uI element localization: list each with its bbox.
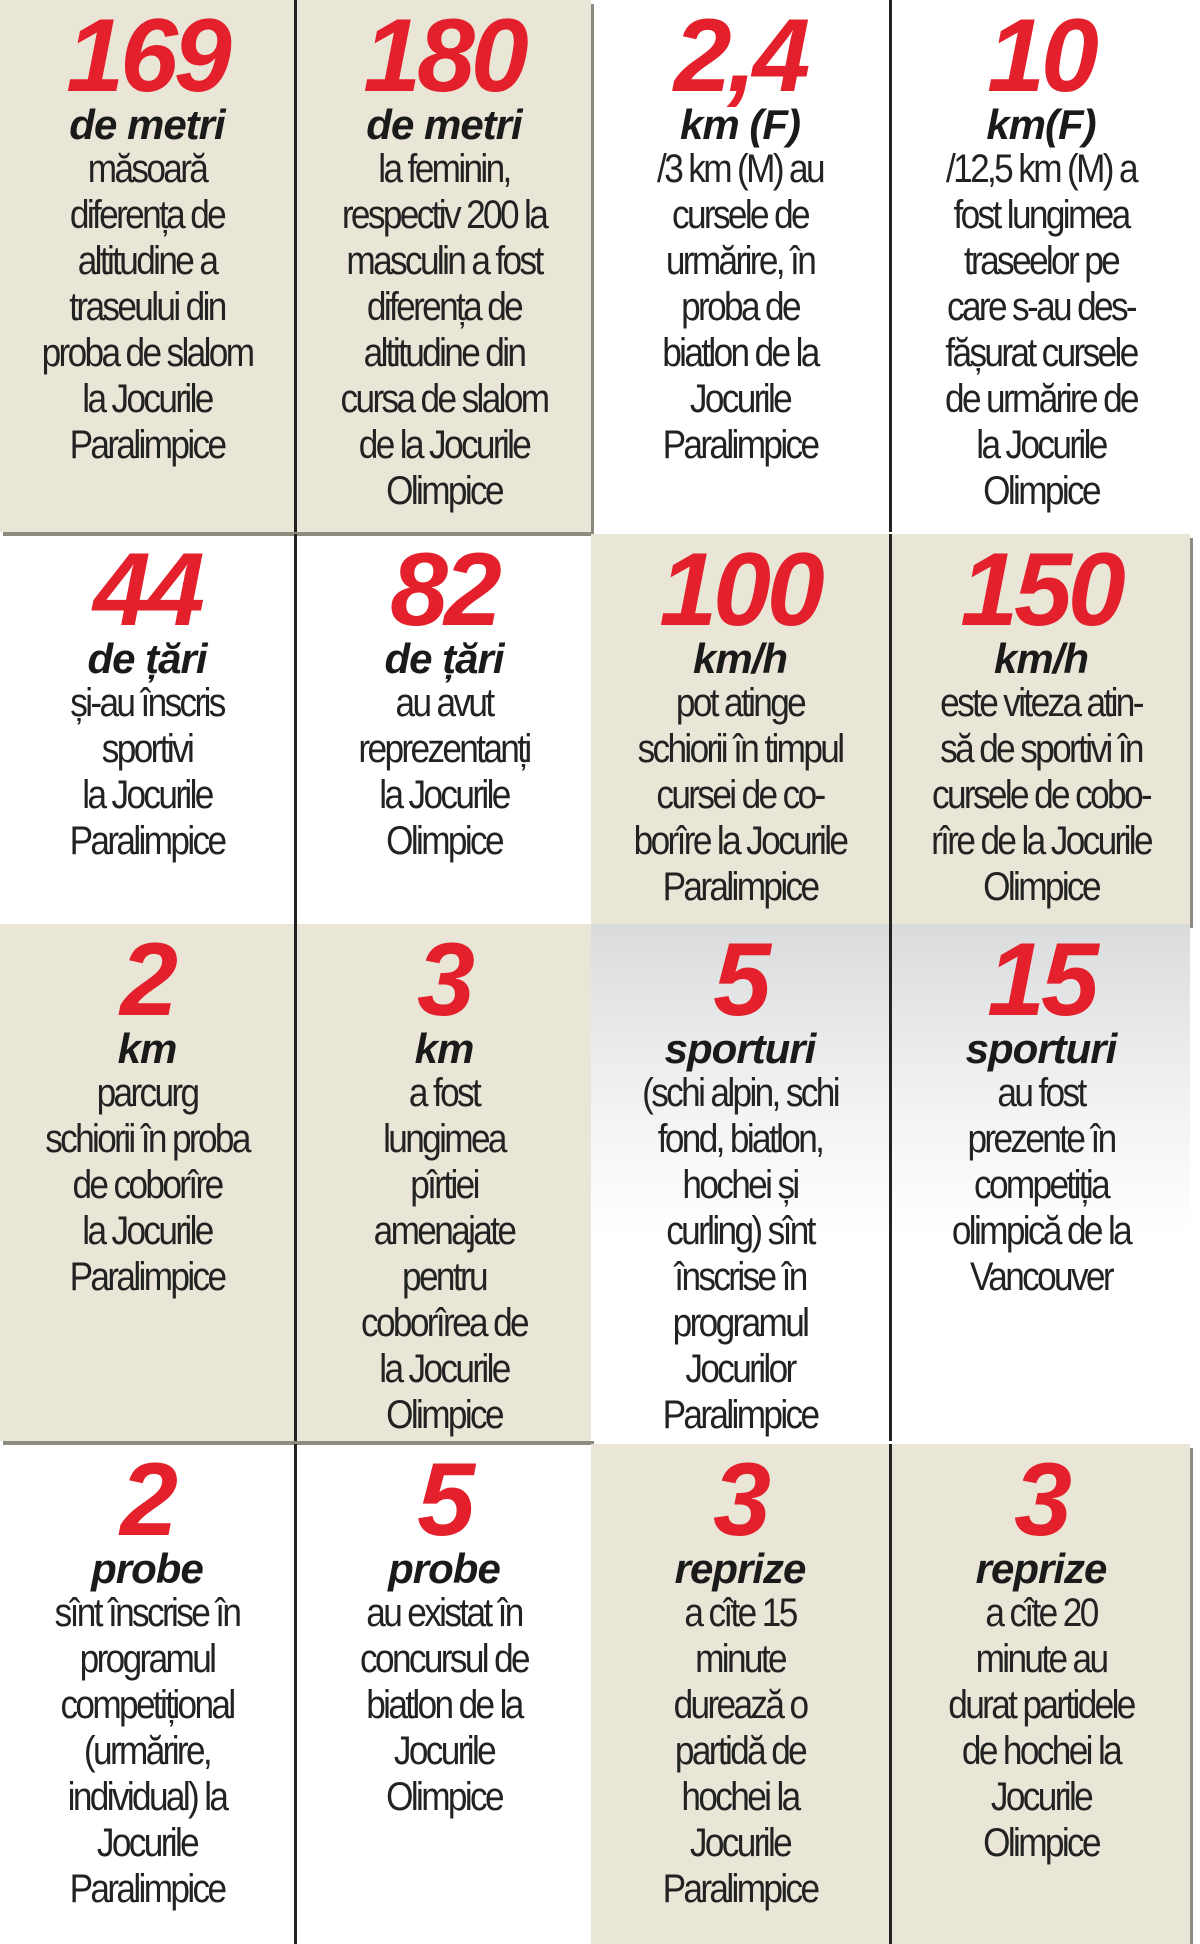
- stat-cell: 2 km parcurg schiorii în proba de coborîre…: [0, 924, 294, 1441]
- stat-unit: km/h: [692, 635, 788, 682]
- stat-number: 3: [1014, 1444, 1072, 1558]
- stats-row: 2 probe sînt înscrise în programul competi…: [0, 1444, 1190, 1944]
- stat-cell: 2,4 km (F)/3 km (M) au cursele de urmărir…: [591, 0, 889, 532]
- stat-description: la feminin, respectiv 200 la masculin a …: [340, 147, 551, 513]
- stat-number: 44: [93, 534, 205, 648]
- stats-panel: 100 km/h pot atinge schiorii în timpul cur…: [591, 534, 1190, 924]
- stat-number: 100: [659, 534, 825, 648]
- stat-cell: 3 km a fost lungimea pîrtiei amenajate pen…: [294, 924, 591, 1441]
- stat-description: /3 km (M) au cursele de urmărire, în pro…: [657, 147, 826, 467]
- stat-number: 10: [987, 0, 1099, 114]
- stat-unit: de metri: [69, 101, 225, 148]
- stat-number: 150: [960, 534, 1126, 648]
- stat-unit: km(F): [986, 101, 1096, 148]
- stat-unit: km: [117, 1025, 178, 1072]
- stat-cell: 180 de metri la feminin, respectiv 200 la …: [294, 0, 591, 532]
- stats-panel: 2 km parcurg schiorii în proba de coborîre…: [0, 924, 591, 1441]
- stats-panel: 2,4 km (F)/3 km (M) au cursele de urmărir…: [591, 0, 1190, 532]
- stat-cell: 2 probe sînt înscrise în programul competi…: [0, 1444, 294, 1944]
- stats-panel: 5 sporturi (schi alpin, schi fond, biatlon…: [591, 924, 1190, 1441]
- stat-cell: 5 sporturi (schi alpin, schi fond, biatlon…: [591, 924, 889, 1441]
- stat-description: au avut reprezentanți la Jocurile Olimpi…: [358, 681, 532, 863]
- stat-description: și-au înscris sportivi la Jocurile Paral…: [69, 681, 227, 863]
- stat-description: au existat în concursul de biatlon de la…: [360, 1591, 531, 1819]
- stat-unit: km (F): [680, 101, 801, 148]
- stat-number: 3: [713, 1444, 771, 1558]
- stat-cell: 3 reprize a cîte 15 minute durează o parti…: [591, 1444, 889, 1944]
- stats-panel: 44 de țări și-au înscris sportivi la Jocur…: [0, 534, 591, 924]
- stat-description: măsoară diferența de altitudine a traseu…: [41, 147, 255, 467]
- stat-description: a cîte 15 minute durează o partidă de ho…: [662, 1591, 820, 1911]
- stat-description: este viteza atin- să de sportivi în curs…: [931, 681, 1153, 909]
- stat-cell: 5 probe au existat în concursul de biatlon…: [294, 1444, 591, 1944]
- stat-unit: de țări: [384, 635, 504, 682]
- stat-unit: de țări: [87, 635, 207, 682]
- stat-description: pot atinge schiorii în timpul cursei de …: [633, 681, 849, 909]
- stat-number: 5: [417, 1444, 475, 1558]
- stat-number: 3: [417, 924, 475, 1038]
- stat-cell: 15 sporturi au fost prezente în competiția…: [889, 924, 1190, 1441]
- stat-unit: probe: [91, 1545, 204, 1592]
- stat-unit: sporturi: [965, 1025, 1118, 1072]
- stat-cell: 100 km/h pot atinge schiorii în timpul cur…: [591, 534, 889, 924]
- stat-description: /12,5 km (M) a fost lungimea traseelor p…: [945, 147, 1140, 513]
- stat-cell: 82 de țări au avut reprezentanți la Jocuri…: [294, 534, 591, 924]
- stat-cell: 3 reprize a cîte 20 minute au durat partid…: [889, 1444, 1190, 1944]
- stat-description: (schi alpin, schi fond, biatlon, hochei …: [642, 1071, 840, 1437]
- stat-unit: km: [414, 1025, 475, 1072]
- stats-row: 2 km parcurg schiorii în proba de coborîre…: [0, 924, 1190, 1441]
- stat-number: 2: [120, 924, 178, 1038]
- stat-number: 5: [713, 924, 771, 1038]
- stat-cell: 10 km(F)/12,5 km (M) a fost lungimea tras…: [889, 0, 1190, 532]
- stat-number: 169: [66, 0, 232, 114]
- stat-cell: 169 de metri măsoară diferența de altitudi…: [0, 0, 294, 532]
- stat-number: 2,4: [673, 0, 811, 114]
- stats-panel: 169 de metri măsoară diferența de altitudi…: [0, 0, 591, 532]
- stat-unit: reprize: [975, 1545, 1108, 1592]
- stat-unit: probe: [388, 1545, 501, 1592]
- stat-cell: 150 km/h este viteza atin- să de sportivi …: [889, 534, 1190, 924]
- stat-cell: 44 de țări și-au înscris sportivi la Jocur…: [0, 534, 294, 924]
- stats-row: 169 de metri măsoară diferența de altitudi…: [0, 0, 1190, 532]
- stat-description: a cîte 20 minute au durat partidele de h…: [948, 1591, 1136, 1865]
- stat-description: a fost lungimea pîrtiei amenajate pentru…: [361, 1071, 530, 1437]
- stat-description: sînt înscrise în programul competițional…: [54, 1591, 242, 1911]
- stats-panel: 3 reprize a cîte 15 minute durează o parti…: [591, 1444, 1190, 1944]
- stat-number: 15: [987, 924, 1099, 1038]
- stat-unit: reprize: [674, 1545, 807, 1592]
- stat-unit: de metri: [366, 101, 522, 148]
- stat-description: au fost prezente în competiția olimpică …: [951, 1071, 1133, 1299]
- stat-description: parcurg schiorii în proba de coborîre la…: [45, 1071, 251, 1299]
- stats-panel: 2 probe sînt înscrise în programul competi…: [0, 1444, 591, 1944]
- stat-number: 82: [390, 534, 502, 648]
- stat-number: 180: [363, 0, 529, 114]
- stat-unit: km/h: [993, 635, 1089, 682]
- stat-number: 2: [120, 1444, 178, 1558]
- stat-unit: sporturi: [664, 1025, 817, 1072]
- stats-row: 44 de țări și-au înscris sportivi la Jocur…: [0, 534, 1190, 924]
